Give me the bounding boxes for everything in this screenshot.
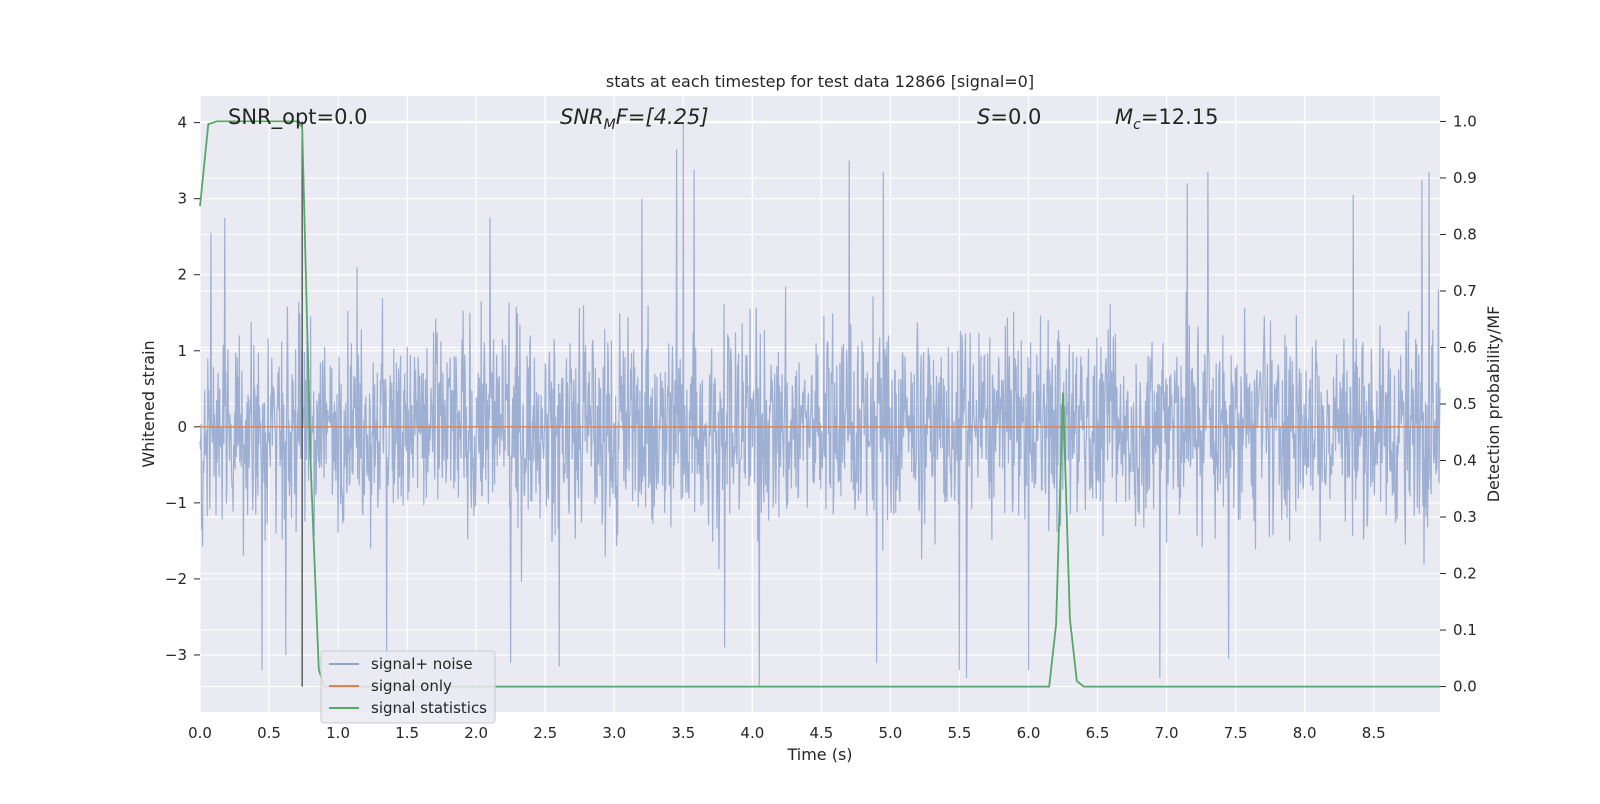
- y-axis-label-left: Whitened strain: [139, 340, 158, 467]
- y-right-tick-label: 0.6: [1453, 338, 1477, 356]
- annotation-s-symbol: S: [977, 105, 990, 129]
- legend-label-signal-noise: signal+ noise: [371, 655, 473, 673]
- series-signal-noise: [199, 122, 1441, 686]
- y-left-ticks: −3 −2 −1 0 1 2 3 4: [165, 114, 200, 664]
- y-right-tick-label: 0.3: [1453, 508, 1477, 526]
- x-tick-label: 3.0: [602, 724, 626, 742]
- annotation-mc: Mc=12.15: [1115, 105, 1219, 133]
- legend-label-signal-statistics: signal statistics: [371, 699, 487, 717]
- x-tick-label: 8.0: [1293, 724, 1317, 742]
- annotation-snr-mf-symbol: SNR: [560, 105, 604, 129]
- annotation-mc-value: =12.15: [1141, 105, 1219, 129]
- x-tick-label: 4.0: [740, 724, 764, 742]
- legend-box: [320, 650, 496, 724]
- y-axis-label-right: Detection probability/MF: [1484, 306, 1503, 503]
- y-left-tick-label: −2: [165, 570, 187, 588]
- y-right-tick-label: 0.7: [1453, 282, 1477, 300]
- y-left-tick-label: 1: [177, 342, 187, 360]
- y-left-tick-label: 2: [177, 266, 187, 284]
- y-left-tick-label: 4: [177, 114, 187, 132]
- y-right-tick-label: 0.5: [1453, 395, 1477, 413]
- y-right-tick-label: 0.8: [1453, 225, 1477, 243]
- y-left-tick-label: 0: [177, 418, 187, 436]
- x-tick-label: 6.0: [1017, 724, 1041, 742]
- x-tick-label: 7.5: [1224, 724, 1248, 742]
- y-right-tick-label: 0.9: [1453, 169, 1477, 187]
- x-tick-label: 3.5: [671, 724, 695, 742]
- x-tick-label: 1.5: [395, 724, 419, 742]
- x-tick-label: 8.5: [1362, 724, 1386, 742]
- annotation-snr-mf-subscript: M: [604, 117, 616, 133]
- x-tick-label: 5.0: [878, 724, 902, 742]
- annotation-snr-opt: SNR_opt=0.0: [228, 105, 368, 130]
- y-left-tick-label: −3: [165, 646, 187, 664]
- x-tick-label: 2.5: [533, 724, 557, 742]
- x-tick-label: 7.0: [1155, 724, 1179, 742]
- annotation-mc-symbol: M: [1115, 105, 1133, 129]
- x-ticks: 0.0 0.5 1.0 1.5 2.0 2.5 3.0 3.5 4.0 4.5 5.0 5.5 6.0 6…: [188, 724, 1386, 742]
- annotation-snr-mf-value: F=[4.25]: [616, 105, 709, 129]
- y-right-ticks: 0.0 0.1 0.2 0.3 0.4 0.5 0.6 0.7 0.8 0.9 1.0: [1440, 112, 1477, 696]
- x-tick-label: 5.5: [948, 724, 972, 742]
- y-left-tick-label: 3: [177, 190, 187, 208]
- y-right-tick-label: 0.4: [1453, 452, 1477, 470]
- x-tick-label: 0.5: [257, 724, 281, 742]
- legend-label-signal-only: signal only: [371, 677, 452, 695]
- y-left-tick-label: −1: [165, 494, 187, 512]
- y-right-tick-label: 0.1: [1453, 621, 1477, 639]
- y-right-tick-label: 0.0: [1453, 678, 1477, 696]
- x-tick-label: 4.5: [809, 724, 833, 742]
- annotation-snr-mf: SNRMF=[4.25]: [560, 105, 709, 133]
- y-right-tick-label: 0.2: [1453, 565, 1477, 583]
- annotation-s: S=0.0: [977, 105, 1041, 129]
- chart-title: stats at each timestep for test data 128…: [606, 72, 1034, 91]
- x-tick-label: 6.5: [1086, 724, 1110, 742]
- legend: signal+ noise signal only signal statist…: [320, 650, 496, 724]
- annotation-mc-subscript: c: [1133, 117, 1141, 133]
- x-tick-label: 2.0: [464, 724, 488, 742]
- x-axis-label: Time (s): [786, 745, 852, 764]
- annotation-s-value: =0.0: [990, 105, 1041, 129]
- x-tick-label: 1.0: [326, 724, 350, 742]
- x-tick-label: 0.0: [188, 724, 212, 742]
- y-right-tick-label: 1.0: [1453, 112, 1477, 130]
